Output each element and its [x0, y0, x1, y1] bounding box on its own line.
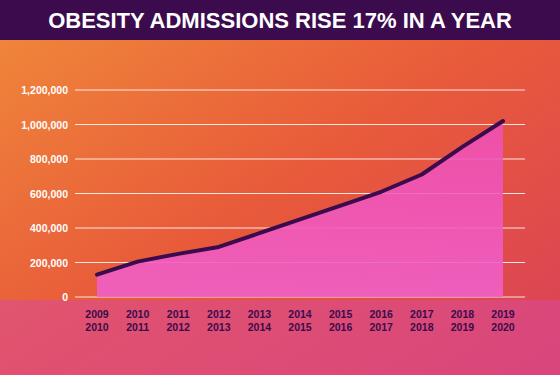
x-tick-label: 20152016 — [329, 308, 353, 333]
x-tick-label: 20112012 — [167, 308, 191, 333]
y-tick-label: 600,000 — [30, 188, 68, 200]
grid-line — [75, 124, 525, 125]
x-tick-label: 20182019 — [451, 308, 475, 333]
x-tick-label: 20192020 — [491, 308, 515, 333]
x-tick-label: 20142015 — [288, 308, 312, 333]
title-bar — [0, 0, 560, 40]
grid-line — [75, 89, 525, 90]
background — [0, 0, 560, 375]
title: OBESITY ADMISSIONS RISE 17% IN A YEAR — [48, 8, 512, 33]
x-tick-label: 20162017 — [370, 308, 394, 333]
y-tick-label: 800,000 — [30, 153, 68, 165]
y-tick-label: 200,000 — [30, 257, 68, 269]
x-tick-label: 20122013 — [207, 308, 231, 333]
data-group — [97, 121, 503, 297]
chart-root: OBESITY ADMISSIONS RISE 17% IN A YEAR 0 20… — [0, 0, 560, 375]
y-tick-label: 400,000 — [30, 222, 68, 234]
x-tick-label: 20172018 — [410, 308, 434, 333]
y-tick-label: 1,000,000 — [21, 119, 68, 131]
y-tick-label: 0 — [62, 291, 68, 303]
background-band — [0, 300, 560, 375]
x-tick-label: 20092010 — [85, 308, 109, 333]
chart: OBESITY ADMISSIONS RISE 17% IN A YEAR 0 20… — [0, 0, 560, 375]
x-tick-label: 20102011 — [126, 308, 150, 333]
y-tick-label: 1,200,000 — [21, 84, 68, 96]
x-tick-label: 20132014 — [248, 308, 272, 333]
line — [97, 121, 503, 275]
area-fill — [97, 121, 503, 297]
